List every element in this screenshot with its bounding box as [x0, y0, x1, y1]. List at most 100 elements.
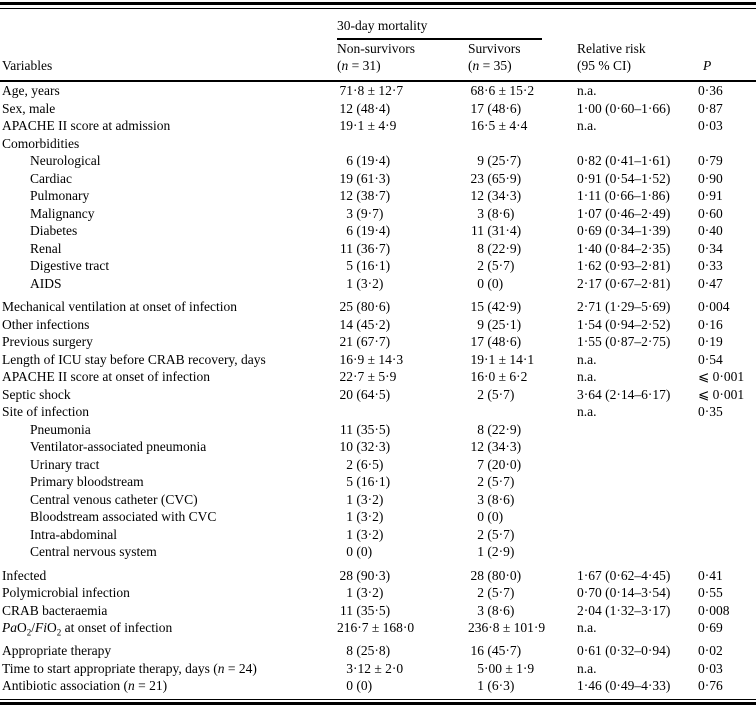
cell-nonsurvivors: 6 (19·4) — [346, 153, 391, 168]
row-label: Appropriate therapy — [2, 643, 112, 659]
survivors-label: Survivors — [468, 41, 521, 56]
cell-survivors: 7 (20·0) — [477, 456, 522, 472]
cell-rr: 1·62 (0·93–2·81) — [577, 258, 671, 273]
header-columns-row: Variables Non-survivors (n = 31) Survivo… — [0, 40, 756, 82]
table-row: Site of infection n.a. 0·35 — [0, 403, 756, 421]
cell-survivors: 0 (0) — [477, 275, 504, 291]
row-label: Renal — [30, 240, 62, 256]
cell-p: 0·19 — [698, 334, 723, 349]
header-group-row: 30-day mortality — [0, 9, 756, 40]
table-row: Septic shock 20 (64·5) 2 (5·7) 3·64 (2·14–6… — [0, 386, 756, 404]
cell-p: 0·40 — [698, 223, 723, 238]
cell-p: 0·54 — [698, 351, 723, 367]
cell-rr: 0·69 (0·34–1·39) — [577, 223, 671, 238]
cell-nonsurvivors: 8 (25·8) — [346, 643, 391, 659]
cell-survivors: 12 (34·3) — [470, 188, 522, 203]
row-label: Cardiac — [30, 170, 72, 186]
row-label: Other infections — [2, 316, 90, 332]
cell-survivors: 11 (31·4) — [471, 223, 522, 238]
header-nonsurvivors: Non-survivors (n = 31) — [337, 40, 468, 82]
cell-rr: n.a. — [577, 83, 597, 98]
cell-survivors: 3 (8·6) — [477, 205, 515, 221]
cell-p — [695, 421, 756, 439]
row-label: CRAB bacteraemia — [2, 602, 108, 618]
cell-nonsurvivors — [337, 403, 468, 421]
cell-rr — [577, 526, 695, 544]
row-label: Sex, male — [2, 100, 56, 116]
header-spacer — [695, 9, 756, 40]
cell-p: 0·02 — [698, 643, 723, 659]
table-row: Appropriate therapy 8 (25·8) 16 (45·7) 0·61… — [0, 642, 756, 660]
cell-p: 0·47 — [698, 275, 723, 291]
cell-nonsurvivors: 25 (80·6) — [339, 299, 391, 314]
table-row: Malignancy 3 (9·7) 3 (8·6) 1·07 (0·46–2·49)… — [0, 205, 756, 223]
cell-p: 0·004 — [698, 299, 730, 314]
table-row: PaO2/FiO2 at onset of infection 216·7 ± 1… — [0, 619, 756, 642]
cell-nonsurvivors: 3 (9·7) — [346, 205, 384, 221]
cell-rr: 0·82 (0·41–1·61) — [577, 153, 671, 168]
row-label: PaO2/FiO2 at onset of infection — [2, 620, 173, 638]
table-row: Pulmonary 12 (38·7) 12 (34·3) 1·11 (0·66–1·… — [0, 187, 756, 205]
cell-nonsurvivors: 6 (19·4) — [346, 223, 391, 238]
cell-survivors: 9 (25·1) — [477, 316, 522, 332]
cell-nonsurvivors: 28 (90·3) — [339, 567, 391, 583]
cell-survivors — [468, 135, 577, 153]
table-row: Bloodstream associated with CVC 1 (3·2) 0 … — [0, 508, 756, 526]
table-row: Neurological 6 (19·4) 9 (25·7) 0·82 (0·41–1… — [0, 152, 756, 170]
cell-rr: 1·00 (0·60–1·66) — [577, 100, 671, 116]
cell-rr: n.a. — [577, 660, 597, 676]
cell-p: 0·33 — [698, 258, 723, 273]
cell-survivors: 2 (5·7) — [477, 386, 515, 402]
bottom-rule-thin — [0, 698, 756, 700]
cell-rr: 2·04 (1·32–3·17) — [577, 602, 671, 618]
table-row: Cardiac 19 (61·3) 23 (65·9) 0·91 (0·54–1·52… — [0, 170, 756, 188]
cell-survivors: 16 (45·7) — [470, 643, 522, 659]
table-row: Polymicrobial infection 1 (3·2) 2 (5·7) 0·7… — [0, 584, 756, 602]
row-label: AIDS — [30, 275, 62, 291]
table-row: AIDS 1 (3·2) 0 (0) 2·17 (0·67–2·81) 0·47 — [0, 275, 756, 293]
cell-nonsurvivors: 10 (32·3) — [339, 439, 391, 454]
cell-rr: n.a. — [577, 351, 597, 367]
cell-p: 0·16 — [698, 316, 723, 332]
row-label: Primary bloodstream — [30, 474, 144, 489]
row-label: Central nervous system — [30, 544, 157, 559]
cell-survivors — [468, 403, 577, 421]
cell-survivors: 17 (48·6) — [470, 334, 522, 349]
cell-rr: n.a. — [577, 404, 597, 419]
mortality-group-label: 30-day mortality — [337, 18, 428, 33]
row-label: Central venous catheter (CVC) — [30, 491, 198, 507]
cell-rr: 2·71 (1·29–5·69) — [577, 299, 671, 314]
cell-survivors: 15 (42·9) — [470, 299, 522, 314]
table-row: Mechanical ventilation at onset of infec… — [0, 292, 756, 316]
table-row: Antibiotic association (n = 21) 0 (0) 1 (6… — [0, 677, 756, 695]
cell-p: 0·03 — [698, 660, 723, 676]
mortality-group-rule — [337, 38, 542, 40]
row-label: Pulmonary — [30, 188, 90, 203]
cell-p — [695, 473, 756, 491]
table-row: Age, years 71·8 ± 12·7 68·6 ± 15·2 n.a. 0·36 — [0, 81, 756, 100]
cell-survivors: 9 (25·7) — [477, 153, 522, 168]
cell-rr: 1·67 (0·62–4·45) — [577, 567, 671, 583]
cell-p: ⩽ 0·001 — [698, 369, 745, 384]
cell-p: 0·87 — [698, 100, 723, 116]
cell-rr: 0·91 (0·54–1·52) — [577, 170, 671, 186]
cell-nonsurvivors: 2 (6·5) — [346, 456, 384, 472]
table-row: Central venous catheter (CVC) 1 (3·2) 3 (8… — [0, 491, 756, 509]
nonsurvivors-label: Non-survivors — [337, 41, 415, 56]
row-label: Age, years — [2, 83, 60, 98]
cell-rr: 1·55 (0·87–2·75) — [577, 334, 671, 349]
cell-rr: 1·07 (0·46–2·49) — [577, 205, 671, 221]
row-label: Ventilator-associated pneumonia — [30, 439, 207, 454]
table-row: Other infections 14 (45·2) 9 (25·1) 1·54 (0… — [0, 316, 756, 334]
cell-nonsurvivors: 5 (16·1) — [346, 258, 391, 273]
cell-nonsurvivors: 21 (67·7) — [339, 334, 391, 349]
table-row: Length of ICU stay before CRAB recovery,… — [0, 351, 756, 369]
table-row: APACHE II score at admission 19·1 ± 4·9 16… — [0, 117, 756, 135]
table-row: Pneumonia 11 (35·5) 8 (22·9) — [0, 421, 756, 439]
cell-rr — [577, 491, 695, 509]
cell-nonsurvivors: 1 (3·2) — [346, 491, 384, 507]
cell-p: 0·35 — [698, 404, 723, 419]
row-label: Malignancy — [30, 205, 95, 221]
cell-rr — [577, 135, 695, 153]
row-label: Bloodstream associated with CVC — [30, 509, 217, 524]
